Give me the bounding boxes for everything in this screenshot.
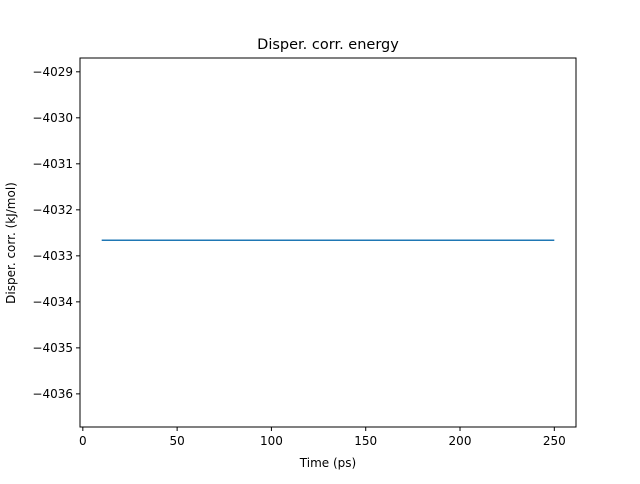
x-tick-label: 50 (169, 434, 184, 448)
x-tick-label: 0 (79, 434, 87, 448)
plot-area (79, 57, 577, 428)
x-tick-label: 100 (260, 434, 283, 448)
x-tick-label: 250 (543, 434, 566, 448)
y-tick-label: −4033 (32, 249, 73, 263)
y-tick-label: −4036 (32, 387, 73, 401)
y-tick-label: −4035 (32, 341, 73, 355)
chart-title: Disper. corr. energy (257, 37, 399, 53)
y-tick-label: −4029 (32, 65, 73, 79)
y-tick-label: −4034 (32, 295, 73, 309)
y-axis: −4036 −4035 −4034 −4033 −4032 −4031 −4030 −4029 (32, 65, 80, 401)
y-tick-label: −4031 (32, 157, 73, 171)
y-axis-label: Disper. corr. (kJ/mol) (4, 182, 18, 304)
y-tick-label: −4030 (32, 111, 73, 125)
x-axis-label: Time (ps) (299, 456, 356, 470)
axes-frame (79, 57, 577, 428)
x-tick-label: 150 (354, 434, 377, 448)
x-axis: 0 50 100 150 200 250 (79, 427, 566, 448)
y-tick-label: −4032 (32, 203, 73, 217)
x-tick-label: 200 (449, 434, 472, 448)
